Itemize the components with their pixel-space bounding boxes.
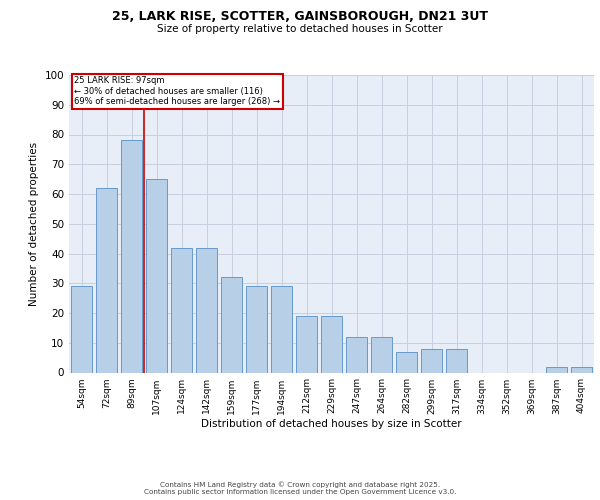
Bar — [96, 188, 117, 372]
Bar — [121, 140, 142, 372]
Bar — [221, 278, 242, 372]
Bar — [421, 348, 442, 372]
Bar — [146, 179, 167, 372]
Text: 25 LARK RISE: 97sqm
← 30% of detached houses are smaller (116)
69% of semi-detac: 25 LARK RISE: 97sqm ← 30% of detached ho… — [74, 76, 280, 106]
Bar — [196, 248, 217, 372]
Y-axis label: Number of detached properties: Number of detached properties — [29, 142, 39, 306]
Text: Size of property relative to detached houses in Scotter: Size of property relative to detached ho… — [157, 24, 443, 34]
Bar — [446, 348, 467, 372]
Bar — [171, 248, 192, 372]
Bar — [296, 316, 317, 372]
Bar — [246, 286, 267, 372]
Bar — [271, 286, 292, 372]
Bar — [71, 286, 92, 372]
Bar — [546, 366, 567, 372]
Text: Contains HM Land Registry data © Crown copyright and database right 2025.
Contai: Contains HM Land Registry data © Crown c… — [144, 482, 456, 495]
Bar — [371, 337, 392, 372]
Bar — [571, 366, 592, 372]
Text: 25, LARK RISE, SCOTTER, GAINSBOROUGH, DN21 3UT: 25, LARK RISE, SCOTTER, GAINSBOROUGH, DN… — [112, 10, 488, 23]
X-axis label: Distribution of detached houses by size in Scotter: Distribution of detached houses by size … — [201, 420, 462, 430]
Bar — [321, 316, 342, 372]
Bar — [346, 337, 367, 372]
Bar — [396, 352, 417, 372]
